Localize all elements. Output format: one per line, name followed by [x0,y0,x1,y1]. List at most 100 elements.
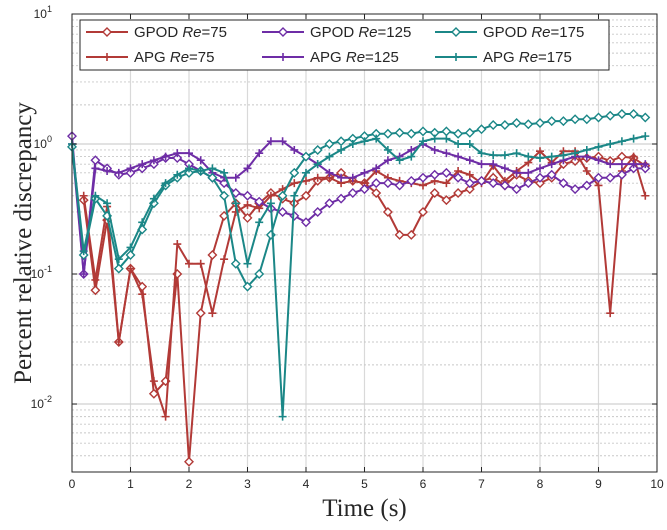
data-point [289,167,300,178]
data-point [536,147,544,156]
legend-swatch-marker [278,27,288,37]
data-point [266,191,275,200]
series-layer [67,109,651,467]
data-point [442,134,451,143]
data-point [593,112,604,123]
y-tick-exponent: -1 [44,264,52,274]
data-point [371,187,382,198]
y-tick-label: 101 [34,4,52,21]
data-point [324,198,335,209]
data-point [126,243,135,252]
data-point [617,137,626,146]
data-point [464,178,475,189]
data-point [558,116,569,127]
data-point [594,156,603,165]
data-point [278,412,287,421]
legend-value: =75 [189,49,214,66]
data-point [582,166,591,175]
data-point [336,136,347,147]
data-point [442,179,451,188]
data-point [312,144,323,155]
data-point [606,140,615,149]
data-point [243,259,252,268]
data-point [114,337,123,346]
data-point [348,140,357,149]
data-point [606,309,615,318]
legend-box [79,19,610,71]
legend-re: Re [358,24,377,41]
data-point [196,166,205,175]
data-point [79,247,88,256]
data-point [113,263,124,274]
data-point [441,195,452,206]
data-point [511,184,522,195]
data-point [616,109,627,120]
data-point [453,172,464,183]
data-point [628,109,639,120]
legend-re: Re [519,49,538,66]
y-tick-exponent: 0 [47,134,52,144]
legend-name: GPOD [483,24,531,41]
data-point [382,128,393,139]
data-point [220,168,229,177]
data-point [454,152,463,161]
data-point [360,168,369,177]
data-point [406,175,417,186]
data-point [512,149,521,158]
x-tick-label: 0 [69,477,76,491]
legend-value: =175 [538,49,572,66]
data-point [407,152,416,161]
data-point [547,160,556,169]
legend-swatch-marker [102,27,112,37]
data-point [488,120,499,130]
data-point [629,134,638,143]
legend-label: GPOD Re=75 [134,24,227,41]
data-point [255,218,264,227]
data-point [500,164,509,173]
data-point [523,178,534,189]
data-point [488,178,499,189]
data-point [511,118,522,129]
data-point [523,119,534,130]
data-point [489,151,498,160]
legend-label: APG Re=75 [134,49,215,66]
data-point [184,167,194,178]
data-point [161,179,170,188]
data-point [126,264,135,273]
data-point [195,308,206,319]
data-point [90,285,101,296]
data-point [617,160,626,169]
legend-swatch-marker [452,53,460,61]
data-point [196,259,205,268]
data-point [418,172,428,183]
data-point [372,164,381,173]
data-point [476,175,487,186]
data-point [382,178,393,189]
data-point [114,255,123,264]
legend-label: APG Re=175 [483,49,572,66]
data-point [406,229,417,240]
data-point [103,199,112,208]
data-point [454,140,463,149]
data-point [640,112,651,123]
data-point [125,167,136,178]
legend-value: =175 [551,24,585,41]
y-axis-label: Percent relative discrepancy [10,102,37,384]
data-point [231,199,240,208]
x-tick-label: 6 [420,477,427,491]
legend-item: GPOD Re=75 [86,24,227,41]
data-point [477,149,486,158]
data-point [594,181,603,190]
data-point [347,187,358,198]
data-point [476,124,487,135]
data-point [172,153,183,164]
data-point [208,164,217,173]
data-point [313,160,322,169]
data-point [301,190,311,201]
legend-item: APG Re=125 [262,49,399,66]
y-tick-exponent: 1 [47,4,52,14]
data-point [255,149,264,158]
data-point [559,151,568,160]
data-point [465,140,474,149]
